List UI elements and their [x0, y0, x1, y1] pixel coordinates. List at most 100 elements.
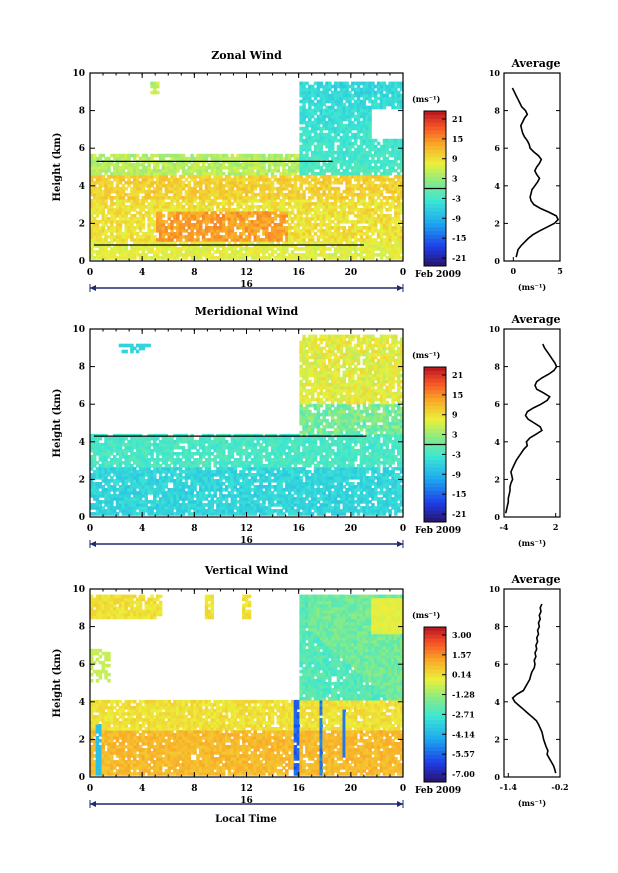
heatmap-cell: [333, 177, 338, 182]
heatmap-cell: [376, 96, 381, 101]
heatmap-cell: [299, 156, 303, 161]
heatmap-cell: [288, 253, 292, 257]
heatmap-cell: [164, 232, 169, 236]
heatmap-cell: [342, 168, 346, 173]
heatmap-cell: [164, 192, 169, 197]
heatmap-cell: [319, 229, 323, 233]
heatmap-cell: [365, 123, 369, 128]
heatmap-cell: [233, 238, 237, 242]
heatmap-cell: [239, 156, 243, 161]
heatmap-cell: [336, 226, 341, 230]
heatmap-cell: [288, 156, 292, 161]
heatmap-cell: [178, 208, 183, 212]
heatmap-cell: [279, 162, 283, 167]
heatmap-cell: [316, 105, 321, 110]
heatmap-cell: [394, 229, 398, 233]
heatmap-cell: [187, 217, 192, 221]
heatmap-cell: [135, 253, 140, 257]
heatmap-cell: [213, 183, 217, 188]
heatmap-cell: [224, 256, 229, 260]
heatmap-cell: [293, 214, 298, 218]
heatmap-cell: [153, 223, 157, 227]
heatmap-cell: [101, 214, 105, 218]
heatmap-cell: [207, 171, 212, 176]
heatmap-cell: [239, 202, 243, 206]
heatmap-cell: [365, 120, 369, 125]
heatmap-cell: [313, 111, 318, 116]
heatmap-cell: [207, 244, 212, 248]
heatmap-cell: [164, 238, 169, 242]
heatmap-cell: [124, 174, 128, 179]
heatmap-cell: [282, 192, 286, 197]
heatmap-cell: [199, 205, 203, 209]
heatmap-cell: [98, 232, 103, 236]
heatmap-cell: [196, 214, 200, 218]
heatmap-cell: [204, 232, 209, 236]
heatmap-cell: [282, 174, 286, 179]
heatmap-cell: [359, 108, 364, 113]
heatmap-cell: [322, 84, 326, 89]
heatmap-cell: [354, 165, 358, 170]
heatmap-cell: [351, 186, 355, 191]
heatmap-cell: [313, 162, 318, 167]
heatmap-cell: [176, 186, 180, 191]
heatmap-cell: [388, 180, 392, 185]
heatmap-cell: [316, 90, 321, 95]
heatmap-cell: [193, 162, 197, 167]
heatmap-cell: [371, 165, 375, 170]
heatmap-cell: [368, 132, 372, 137]
heatmap-cell: [302, 256, 306, 260]
heatmap-cell: [351, 199, 355, 203]
heatmap-cell: [222, 192, 226, 197]
heatmap-cell: [365, 165, 369, 170]
heatmap-cell: [391, 105, 395, 110]
heatmap-cell: [244, 192, 249, 197]
heatmap-cell: [376, 220, 381, 224]
heatmap-cell: [359, 186, 364, 191]
heatmap-cell: [253, 244, 257, 248]
heatmap-cell: [244, 202, 249, 206]
heatmap-cell: [276, 238, 280, 242]
heatmap-cell: [374, 168, 378, 173]
heatmap-cell: [104, 165, 108, 170]
heatmap-cell: [124, 217, 128, 221]
heatmap-cell: [391, 183, 395, 188]
heatmap-cell: [302, 162, 306, 167]
heatmap-cell: [267, 180, 272, 185]
heatmap-cell: [193, 223, 197, 227]
heatmap-cell: [345, 205, 349, 209]
heatmap-cell: [348, 135, 352, 140]
heatmap-cell: [110, 199, 114, 203]
heatmap-cell: [222, 217, 226, 221]
heatmap-cell: [319, 211, 323, 215]
heatmap-cell: [333, 235, 338, 239]
heatmap-cell: [331, 129, 335, 134]
heatmap-cell: [219, 244, 223, 248]
heatmap-cell: [193, 189, 197, 194]
heatmap-cell: [181, 168, 186, 173]
heatmap-cell: [262, 171, 266, 176]
heatmap-cell: [161, 174, 166, 179]
heatmap-cell: [178, 232, 183, 236]
heatmap-cell: [325, 192, 329, 197]
heatmap-cell: [313, 132, 318, 137]
heatmap-cell: [348, 186, 352, 191]
heatmap-cell: [374, 99, 378, 104]
heatmap-cell: [322, 153, 326, 158]
heatmap-cell: [173, 247, 177, 251]
heatmap-cell: [288, 226, 292, 230]
heatmap-cell: [147, 205, 151, 209]
heatmap-cell: [356, 87, 361, 92]
heatmap-cell: [305, 250, 309, 254]
heatmap-cell: [190, 256, 194, 260]
heatmap-cell: [196, 196, 200, 200]
heatmap-cell: [339, 226, 344, 230]
heatmap-cell: [190, 226, 194, 230]
heatmap-cell: [90, 235, 94, 239]
heatmap-cell: [365, 153, 369, 158]
heatmap-cell: [244, 253, 249, 257]
heatmap-cell: [299, 87, 303, 92]
heatmap-cell: [178, 180, 183, 185]
heatmap-cell: [391, 93, 395, 98]
heatmap-cell: [207, 192, 212, 197]
